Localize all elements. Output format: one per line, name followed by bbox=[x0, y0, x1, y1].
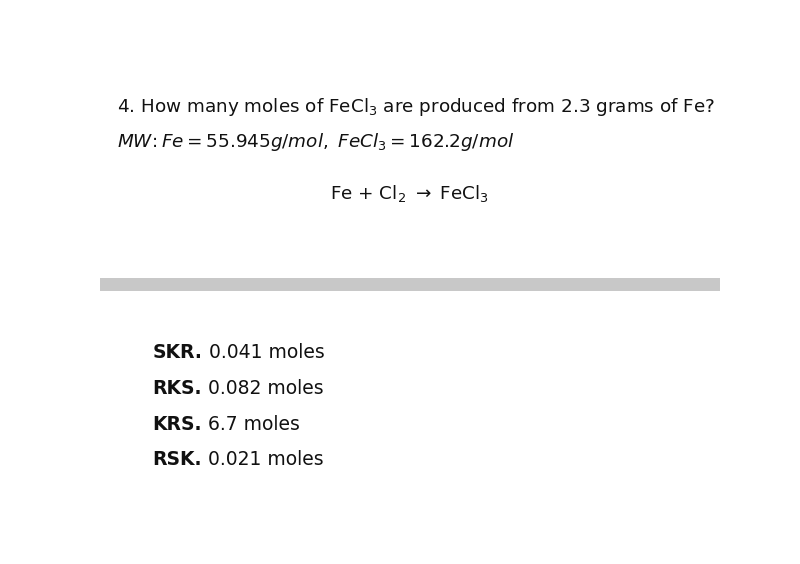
Text: RKS.: RKS. bbox=[153, 379, 202, 398]
Text: Fe + Cl$_2$ $\to$ FeCl$_3$: Fe + Cl$_2$ $\to$ FeCl$_3$ bbox=[330, 183, 490, 204]
Text: $\it{MW\!: Fe = 55.945g/mol,\ FeCl_{3} = 162.2g/mol}$: $\it{MW\!: Fe = 55.945g/mol,\ FeCl_{3} =… bbox=[118, 131, 514, 153]
Text: SKR.: SKR. bbox=[153, 343, 202, 363]
Text: RSK.: RSK. bbox=[153, 450, 202, 469]
Text: 0.021 moles: 0.021 moles bbox=[202, 450, 324, 469]
Text: KRS.: KRS. bbox=[153, 415, 202, 434]
FancyBboxPatch shape bbox=[100, 278, 720, 292]
Text: 0.082 moles: 0.082 moles bbox=[202, 379, 324, 398]
Text: 0.041 moles: 0.041 moles bbox=[202, 343, 324, 363]
Text: 6.7 moles: 6.7 moles bbox=[202, 415, 300, 434]
Text: 4. How many moles of FeCl$_3$ are produced from 2.3 grams of Fe?: 4. How many moles of FeCl$_3$ are produc… bbox=[118, 96, 716, 118]
